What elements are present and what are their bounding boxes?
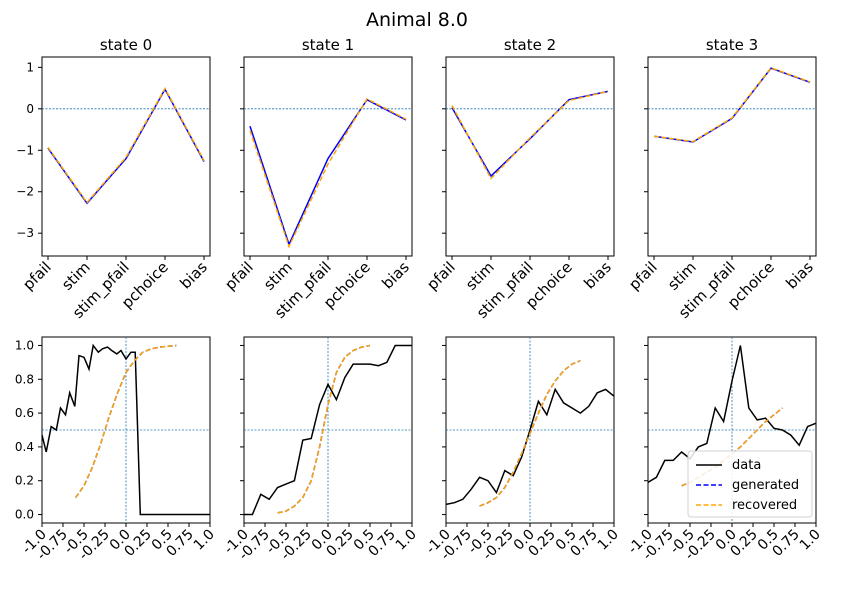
x-tick-label: bias	[378, 258, 413, 293]
series-line-generated	[653, 67, 811, 143]
x-tick-label: pfail	[423, 258, 459, 294]
series-line-recovered	[277, 344, 371, 514]
series-line-generated	[47, 87, 205, 205]
x-tick-label: pfail	[625, 258, 661, 294]
x-tick-label: bias	[782, 258, 817, 293]
series-line-generated	[451, 90, 609, 178]
y-tick-label: 0.6	[15, 406, 34, 420]
series-line-data	[244, 344, 412, 516]
series-line-generated	[249, 98, 407, 247]
figure-title: Animal 8.0	[366, 9, 468, 31]
y-tick-label: 0.2	[15, 474, 34, 488]
series-line-data	[445, 387, 615, 506]
legend-label: generated	[732, 478, 799, 493]
legend: data generated recovered	[687, 450, 813, 518]
x-tick-label: pfail	[19, 258, 55, 294]
panel-title: state 3	[706, 36, 758, 54]
panel-title: state 0	[100, 36, 152, 54]
x-tick-label: pfail	[221, 258, 257, 294]
series-line-data	[647, 345, 817, 484]
x-tick-label: bias	[580, 258, 615, 293]
series-line-recovered	[451, 90, 609, 180]
legend-label: recovered	[732, 498, 797, 513]
legend-box	[687, 450, 813, 518]
panel-title: state 1	[302, 36, 354, 54]
axes-frame	[445, 56, 615, 257]
series-line-recovered	[74, 344, 177, 499]
y-tick-label: −1	[16, 143, 34, 157]
y-tick-label: −3	[16, 226, 34, 240]
x-tick-label: 1.0	[191, 527, 218, 554]
y-tick-label: 0.0	[15, 508, 34, 522]
x-tick-label: 1.0	[595, 527, 622, 554]
x-tick-label: 1.0	[393, 527, 420, 554]
x-tick-label: 1.0	[797, 527, 824, 554]
y-tick-label: 0	[26, 102, 34, 116]
series-line-recovered	[479, 360, 581, 507]
series-line-recovered	[653, 66, 811, 143]
series-line-data	[41, 343, 210, 516]
y-tick-label: 0.4	[15, 440, 34, 454]
axes-frame	[243, 56, 413, 257]
psychometric-panel-3: -1.0-0.75-0.5-0.250.00.250.50.751.0datag…	[625, 336, 824, 563]
legend-label: data	[732, 458, 761, 473]
x-tick-label: bias	[176, 258, 211, 293]
y-tick-label: 1	[26, 60, 34, 74]
series-line-recovered	[249, 97, 407, 249]
y-tick-label: 1.0	[15, 338, 34, 352]
psychometric-panel-2: -1.0-0.75-0.5-0.250.00.250.50.751.0	[423, 336, 622, 563]
y-tick-label: −2	[16, 185, 34, 199]
panel-title: state 2	[504, 36, 556, 54]
psychometric-panel-1: -1.0-0.75-0.5-0.250.00.250.50.751.0	[221, 336, 420, 563]
axes-frame	[647, 56, 817, 257]
psychometric-panel-0: 0.00.20.40.60.81.0-1.0-0.75-0.5-0.250.00…	[15, 336, 218, 563]
series-line-recovered	[47, 86, 205, 204]
y-tick-label: 0.8	[15, 372, 34, 386]
